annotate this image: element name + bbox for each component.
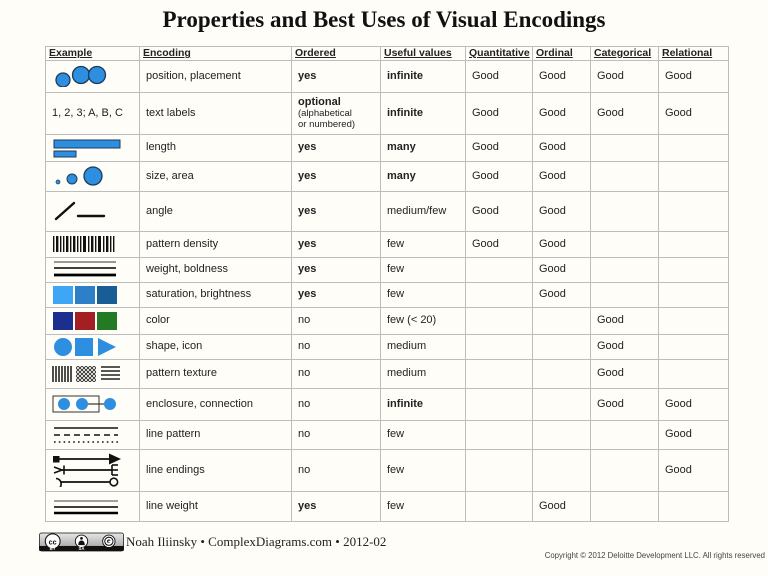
svg-text:SA: SA — [79, 546, 85, 551]
svg-text:cc: cc — [49, 537, 57, 546]
svg-text:BY: BY — [50, 546, 56, 551]
